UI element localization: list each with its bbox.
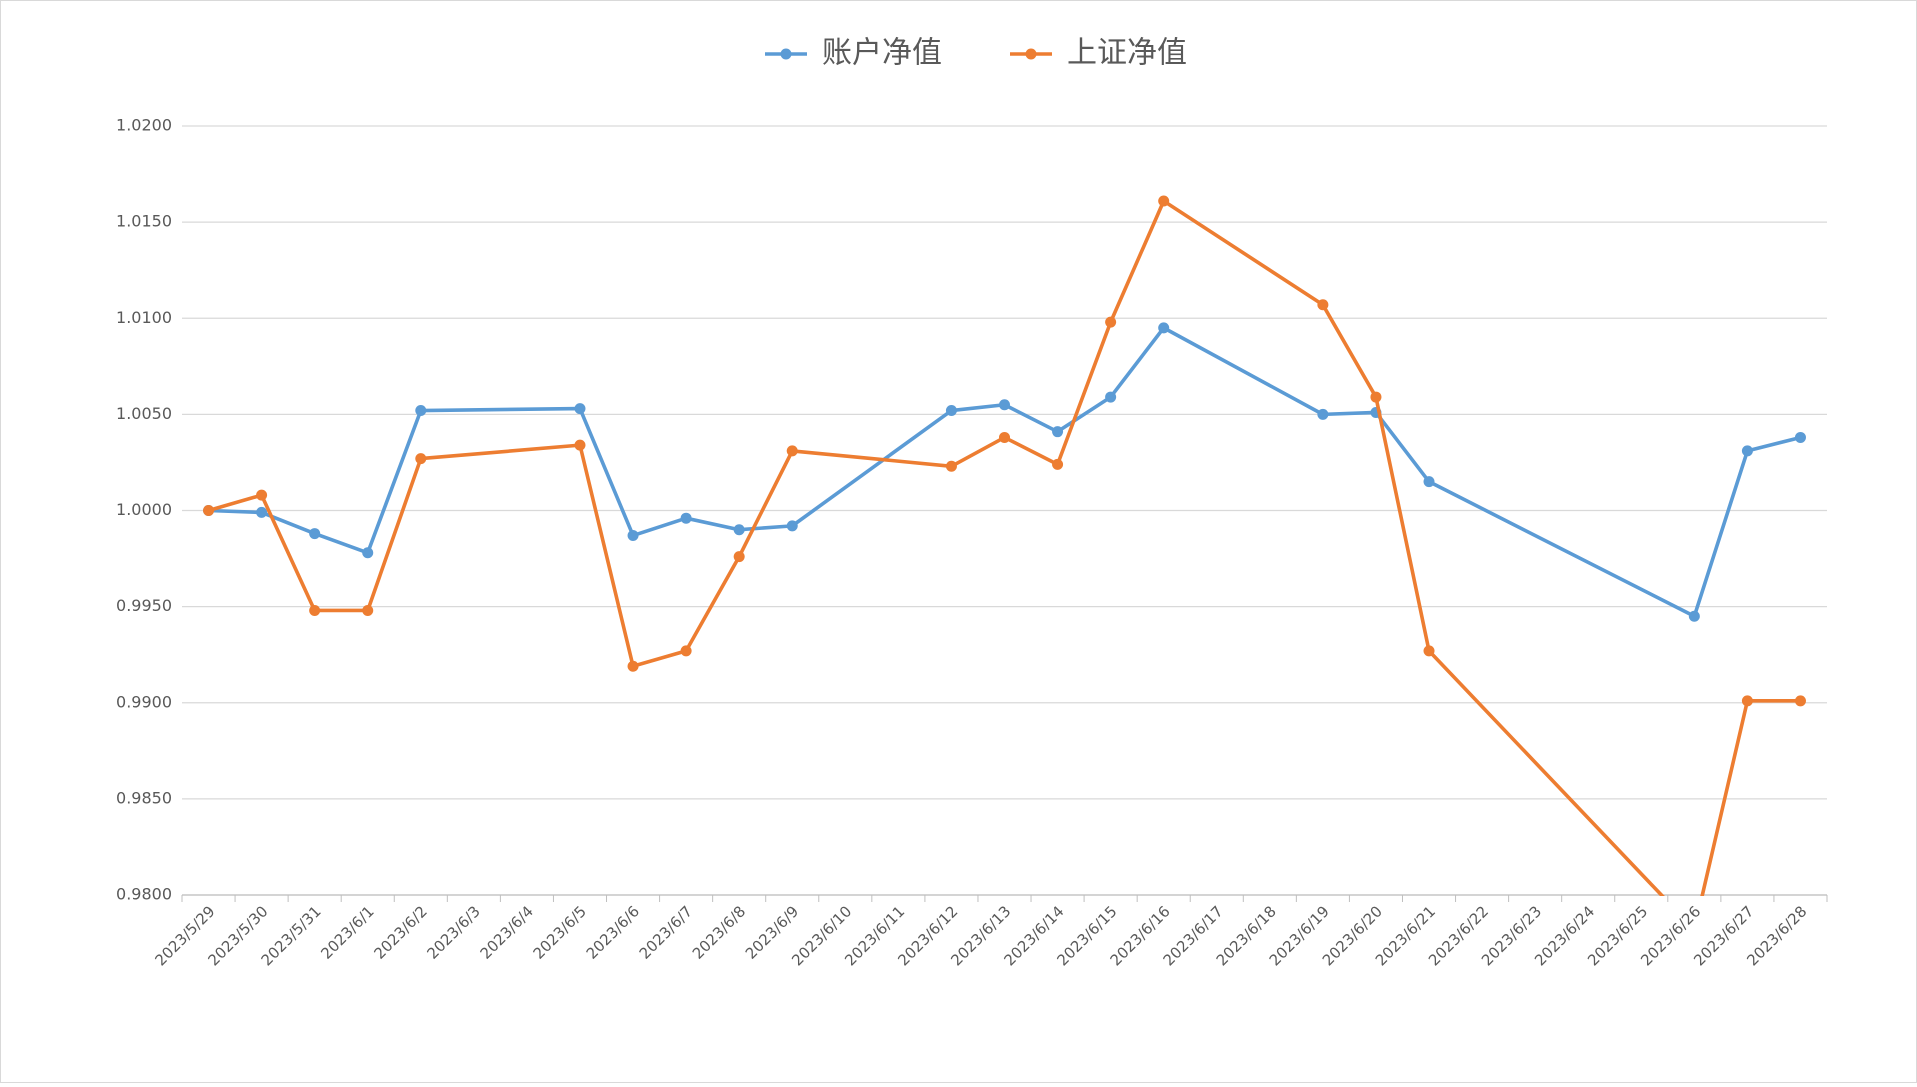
point bbox=[203, 505, 215, 516]
legend-label: 上证净值 bbox=[1067, 36, 1187, 71]
point bbox=[1052, 458, 1064, 470]
point bbox=[627, 529, 639, 541]
point bbox=[362, 547, 374, 559]
point bbox=[1741, 445, 1753, 457]
point bbox=[1052, 426, 1064, 438]
point bbox=[1105, 391, 1117, 403]
y-tick-label: 1.0000 bbox=[116, 500, 172, 519]
point bbox=[1794, 695, 1806, 707]
point bbox=[945, 460, 957, 472]
point bbox=[1105, 316, 1117, 328]
point bbox=[1741, 695, 1753, 707]
point bbox=[574, 403, 586, 415]
point bbox=[680, 512, 692, 524]
point bbox=[1688, 610, 1700, 622]
point bbox=[680, 645, 692, 657]
y-tick-label: 0.9900 bbox=[116, 692, 172, 711]
y-tick-label: 0.9800 bbox=[116, 885, 172, 904]
point bbox=[574, 439, 586, 451]
point bbox=[1158, 322, 1170, 334]
y-tick-label: 0.9850 bbox=[116, 788, 172, 807]
point bbox=[733, 551, 745, 563]
legend-marker bbox=[1025, 48, 1037, 60]
point bbox=[999, 431, 1010, 443]
y-tick-label: 1.0150 bbox=[116, 212, 172, 231]
legend-label: 账户净值 bbox=[822, 36, 942, 71]
point bbox=[945, 405, 957, 417]
point bbox=[786, 520, 798, 532]
point bbox=[362, 604, 374, 616]
point bbox=[309, 604, 321, 616]
point bbox=[256, 489, 268, 501]
point bbox=[1423, 476, 1435, 488]
y-tick-label: 1.0050 bbox=[116, 404, 172, 423]
point bbox=[733, 524, 745, 536]
y-tick-label: 0.9950 bbox=[116, 596, 172, 615]
point bbox=[309, 528, 321, 540]
point bbox=[786, 445, 798, 457]
point bbox=[256, 506, 268, 518]
y-tick-label: 1.0200 bbox=[116, 116, 172, 135]
y-tick-label: 1.0100 bbox=[116, 308, 172, 327]
point bbox=[1317, 299, 1329, 311]
plot-area bbox=[203, 195, 1806, 896]
legend-marker bbox=[780, 48, 792, 60]
point bbox=[1158, 195, 1170, 207]
point bbox=[415, 405, 427, 417]
point bbox=[627, 660, 639, 672]
point bbox=[415, 453, 427, 465]
point bbox=[1370, 391, 1382, 403]
point bbox=[1423, 645, 1435, 657]
point bbox=[999, 399, 1010, 411]
point bbox=[1794, 431, 1806, 443]
point bbox=[1317, 408, 1329, 420]
